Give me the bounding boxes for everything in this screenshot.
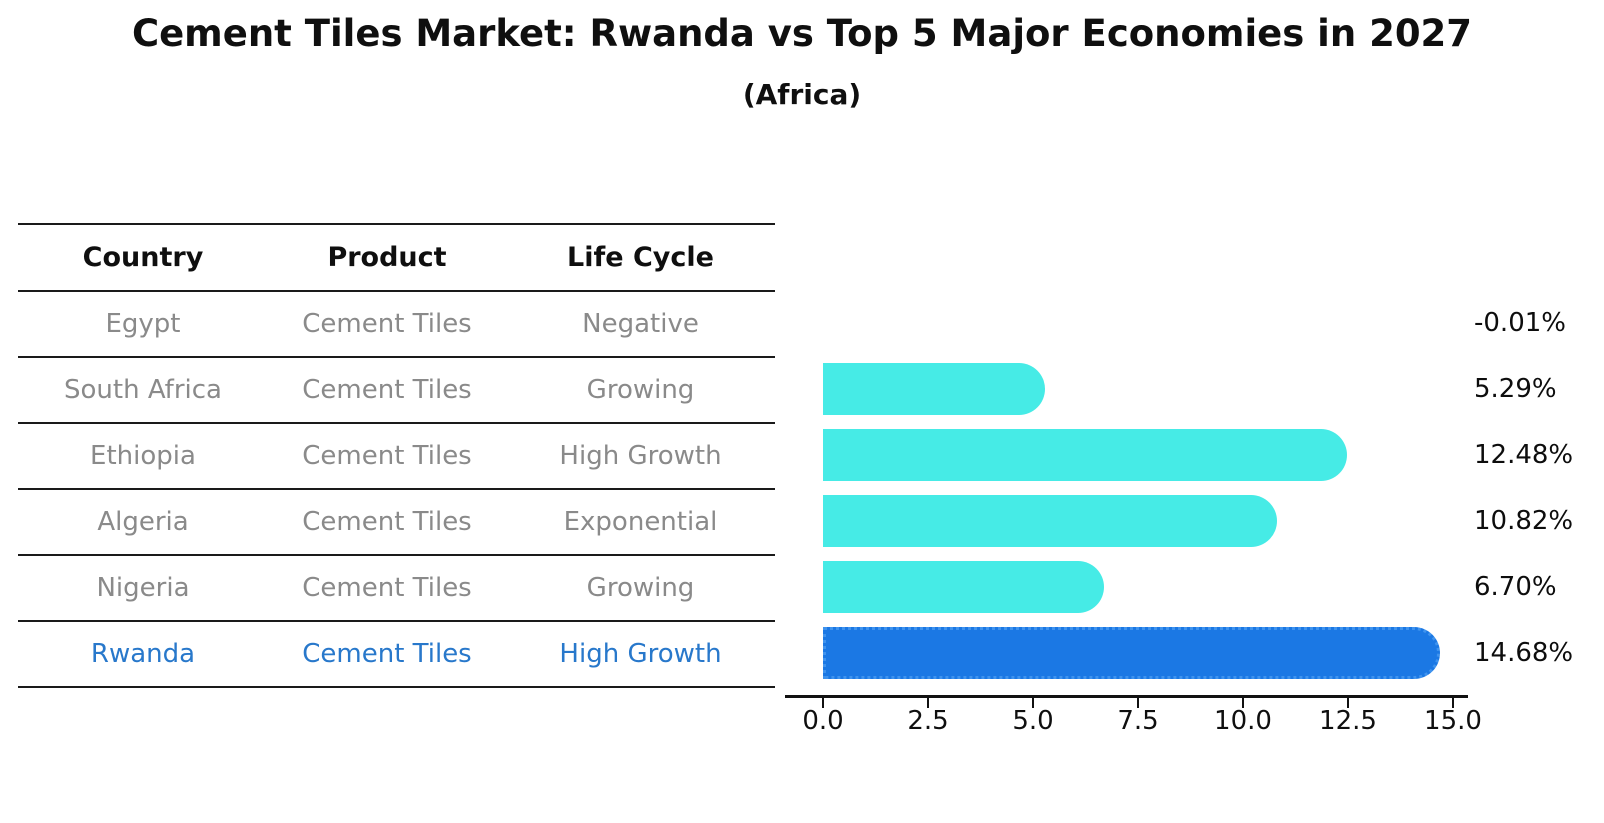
lifecycle-cell: Growing (586, 573, 695, 603)
bar-south-africa (823, 363, 1045, 415)
lifecycle-cell: High Growth (559, 441, 722, 471)
x-axis-tick (927, 698, 929, 708)
product-cell: Cement Tiles (302, 309, 472, 339)
bar-rwanda (823, 627, 1440, 679)
x-axis-tick-label: 15.0 (1424, 706, 1482, 736)
x-axis-tick (1452, 698, 1454, 708)
x-axis-tick-label: 12.5 (1319, 706, 1377, 736)
country-cell: South Africa (64, 375, 222, 405)
x-axis-tick (1032, 698, 1034, 708)
chart-subtitle: (Africa) (742, 78, 862, 111)
country-cell: Rwanda (90, 639, 196, 669)
table-body: Egypt Cement Tiles Negative South Africa Cem… (18, 292, 775, 688)
x-axis-tick-label: 0.0 (802, 706, 844, 736)
x-axis-tick-label: 5.0 (1012, 706, 1054, 736)
product-cell: Cement Tiles (302, 573, 472, 603)
table-row: Egypt Cement Tiles Negative (18, 292, 775, 358)
product-cell: Cement Tiles (302, 441, 472, 471)
table-row: South Africa Cement Tiles Growing (18, 358, 775, 424)
country-table: Country Product Life Cycle Egypt Cement T… (18, 223, 775, 688)
value-label-nigeria: 6.70% (1474, 572, 1557, 602)
value-label-ethiopia: 12.48% (1474, 440, 1574, 470)
product-cell: Cement Tiles (302, 639, 472, 669)
bar-algeria (823, 495, 1277, 547)
chart-title: Cement Tiles Market: Rwanda vs Top 5 Maj… (131, 12, 1473, 55)
country-cell: Egypt (105, 309, 181, 339)
lifecycle-cell: High Growth (559, 639, 722, 669)
country-cell: Ethiopia (90, 441, 196, 471)
product-cell: Cement Tiles (302, 375, 472, 405)
x-axis-tick (1347, 698, 1349, 708)
x-axis-tick-label: 7.5 (1117, 706, 1159, 736)
lifecycle-cell: Negative (582, 309, 699, 339)
table-row: Algeria Cement Tiles Exponential (18, 490, 775, 556)
lifecycle-cell: Exponential (563, 507, 718, 537)
header-product: Product (327, 242, 447, 273)
x-axis-tick (1242, 698, 1244, 708)
x-axis-line (785, 695, 1468, 698)
bar-ethiopia (823, 429, 1347, 481)
lifecycle-cell: Growing (586, 375, 695, 405)
x-axis-tick-label: 2.5 (907, 706, 949, 736)
bar-nigeria (823, 561, 1104, 613)
header-life-cycle: Life Cycle (567, 242, 714, 273)
value-label-south-africa: 5.29% (1474, 374, 1557, 404)
x-axis-tick (1137, 698, 1139, 708)
value-label-algeria: 10.82% (1474, 506, 1574, 536)
table-header-row: Country Product Life Cycle (18, 225, 775, 292)
product-cell: Cement Tiles (302, 507, 472, 537)
table-row: Rwanda Cement Tiles High Growth (18, 622, 775, 688)
value-label-egypt: -0.01% (1474, 308, 1566, 338)
value-label-rwanda: 14.68% (1474, 638, 1574, 668)
header-country: Country (82, 242, 204, 273)
x-axis-tick (822, 698, 824, 708)
x-axis-tick-label: 10.0 (1214, 706, 1272, 736)
country-cell: Algeria (97, 507, 189, 537)
table-row: Ethiopia Cement Tiles High Growth (18, 424, 775, 490)
country-cell: Nigeria (96, 573, 190, 603)
table-row: Nigeria Cement Tiles Growing (18, 556, 775, 622)
